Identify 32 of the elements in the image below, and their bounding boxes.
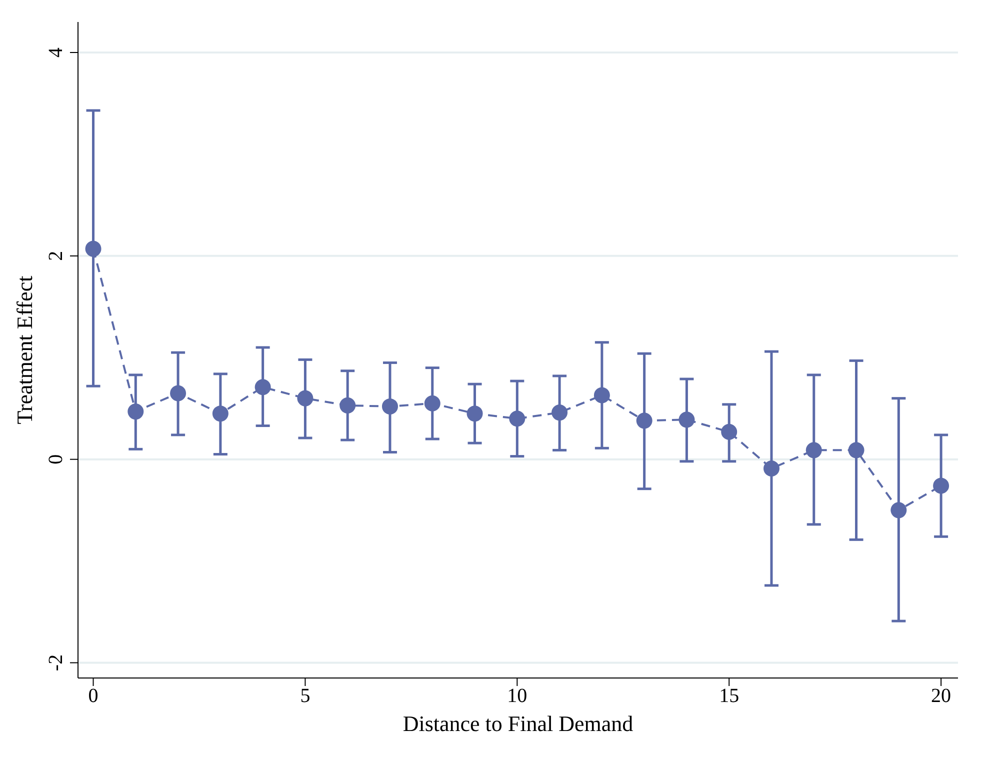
point: [340, 397, 356, 414]
x-tick-label: 20: [931, 685, 952, 708]
point: [212, 406, 228, 422]
point: [552, 404, 568, 421]
point: [806, 442, 822, 458]
x-tick-label: 0: [88, 685, 98, 708]
point: [170, 385, 186, 402]
point: [763, 460, 780, 476]
point: [848, 442, 864, 458]
point: [466, 406, 483, 422]
y-tick-label: 0: [45, 454, 67, 464]
x-tick-label: 5: [300, 685, 310, 708]
point: [128, 404, 144, 420]
y-tick-label: 4: [45, 48, 67, 58]
point: [424, 395, 440, 412]
point: [721, 424, 738, 440]
x-axis-title: Distance to Final Demand: [402, 711, 634, 736]
y-tick-label: 2: [45, 250, 67, 261]
x-tick-label: 15: [719, 685, 740, 708]
point: [382, 398, 398, 414]
point: [85, 240, 102, 257]
y-axis-title: Treatment Effect: [12, 276, 37, 424]
point: [594, 387, 610, 404]
point: [509, 410, 526, 427]
point: [636, 412, 652, 429]
point: [933, 478, 950, 494]
y-tick-label: -2: [45, 654, 67, 672]
point: [254, 379, 271, 396]
point: [890, 502, 907, 518]
point: [678, 412, 695, 428]
point: [297, 390, 314, 406]
x-tick-label: 10: [507, 685, 528, 708]
